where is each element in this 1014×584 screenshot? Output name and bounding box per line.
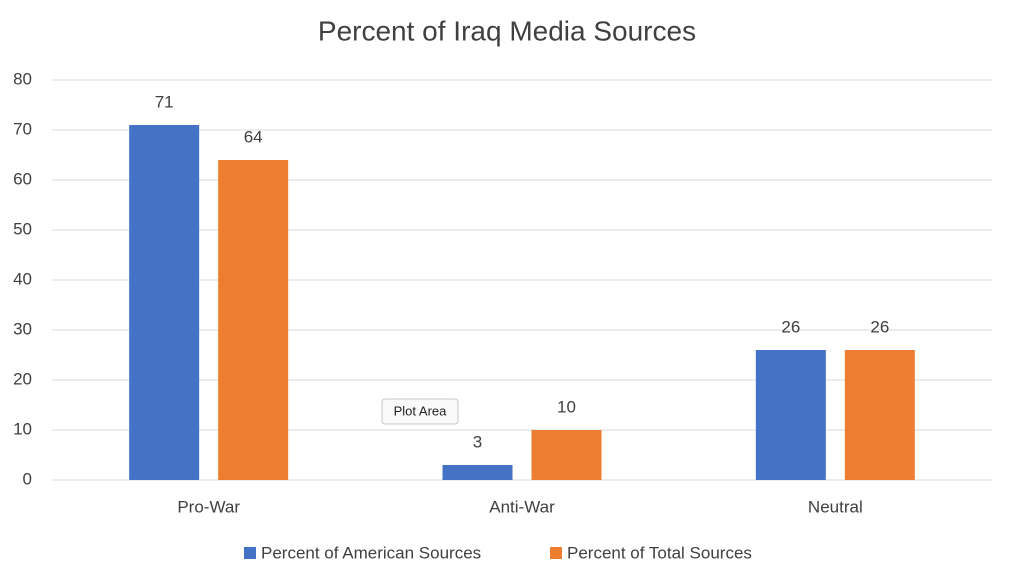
legend-label: Percent of American Sources — [261, 543, 481, 562]
x-tick-label: Pro-War — [177, 497, 240, 516]
value-label: 26 — [781, 317, 800, 336]
x-tick-label: Neutral — [808, 497, 863, 516]
bar — [129, 125, 200, 480]
y-tick-label: 70 — [13, 119, 32, 138]
bar — [755, 350, 826, 480]
y-tick-label: 80 — [13, 69, 32, 88]
legend-swatch — [550, 547, 562, 559]
legend-label: Percent of Total Sources — [567, 543, 752, 562]
tooltip-box — [381, 398, 459, 425]
y-tick-label: 0 — [23, 469, 32, 488]
y-tick-label: 20 — [13, 369, 32, 388]
y-tick-label: 10 — [13, 419, 32, 438]
value-label: 26 — [870, 317, 889, 336]
value-label: 10 — [557, 397, 576, 416]
x-tick-label: Anti-War — [489, 497, 555, 516]
bar — [218, 160, 289, 480]
value-label: 3 — [473, 432, 482, 451]
y-tick-label: 50 — [13, 219, 32, 238]
chart-title: Percent of Iraq Media Sources — [318, 15, 696, 46]
y-tick-label: 60 — [13, 169, 32, 188]
y-tick-label: 40 — [13, 269, 32, 288]
legend-swatch — [244, 547, 256, 559]
y-tick-label: 30 — [13, 319, 32, 338]
bar — [531, 430, 602, 480]
value-label: 64 — [244, 127, 263, 146]
bar — [442, 465, 513, 480]
value-label: 71 — [155, 92, 174, 111]
tooltip-text: Plot Area — [394, 403, 448, 418]
bar — [844, 350, 915, 480]
tooltip: Plot Area — [381, 398, 459, 425]
